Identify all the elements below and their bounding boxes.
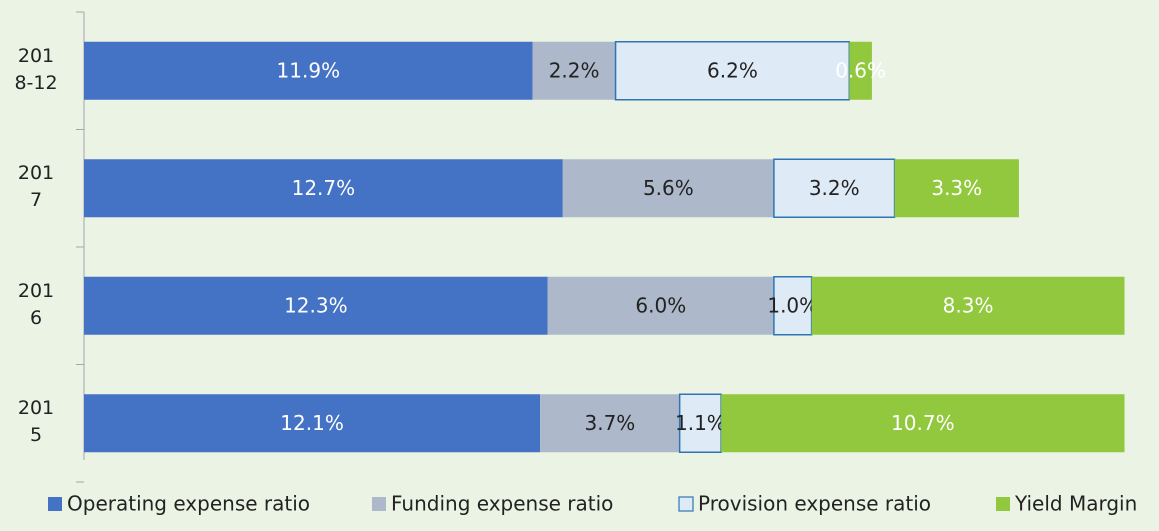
bar-segment [532, 41, 616, 100]
y-tick-label: 2017 [17, 162, 55, 212]
data-label: 2.2% [549, 58, 600, 82]
bar-segment [721, 394, 1125, 453]
data-label: 3.3% [931, 176, 982, 200]
data-label: 1.1% [675, 411, 726, 435]
legend-label: Operating expense ratio [67, 492, 310, 516]
data-label: 10.7% [891, 411, 955, 435]
y-tick-label: 2016 [17, 279, 55, 329]
bar-segment [562, 159, 774, 218]
legend-swatch [678, 496, 694, 512]
data-label: 6.2% [707, 58, 758, 82]
data-label: 3.7% [585, 411, 636, 435]
y-tick-label: 2018-12 [14, 44, 58, 94]
bar-segment [84, 394, 541, 453]
bar-segment [614, 41, 851, 101]
bar-segment [773, 158, 896, 218]
bar-segment [811, 276, 1125, 335]
legend-label: Funding expense ratio [391, 492, 613, 516]
data-label: 8.3% [943, 293, 994, 317]
legend-label: Yield Margin [1014, 492, 1137, 516]
y-tick-label: 2015 [17, 397, 55, 447]
bar-segment [84, 276, 548, 335]
bar-segment [540, 394, 680, 453]
legend-swatch [372, 497, 386, 511]
bar-segment [894, 159, 1019, 218]
bar-segment [84, 159, 563, 218]
bar-segment [849, 41, 872, 100]
legend-label: Provision expense ratio [698, 492, 931, 516]
data-label: 11.9% [277, 58, 341, 82]
data-label: 12.7% [292, 176, 356, 200]
data-label: 3.2% [809, 176, 860, 200]
data-label: 0.6% [835, 58, 886, 82]
bar-segment [678, 393, 722, 453]
legend-swatch [996, 497, 1010, 511]
bar-segment [547, 276, 774, 335]
data-label: 5.6% [643, 176, 694, 200]
bar-segment [84, 41, 533, 100]
data-label: 1.0% [767, 293, 818, 317]
data-label: 12.1% [280, 411, 344, 435]
legend-swatch [48, 497, 62, 511]
data-label: 6.0% [635, 293, 686, 317]
data-label: 12.3% [284, 293, 348, 317]
